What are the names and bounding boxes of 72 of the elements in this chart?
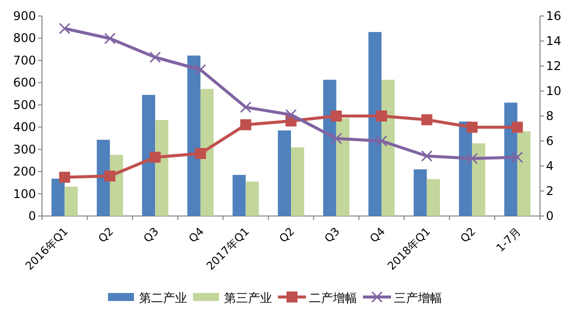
legend-label: 第三产业 (224, 291, 272, 305)
bar (504, 102, 518, 216)
y-tick-label: 400 (13, 120, 36, 134)
y2-tick-label: 0 (546, 209, 554, 223)
bar (187, 56, 200, 216)
y2-tick-label: 14 (546, 34, 562, 48)
y-tick-label: 300 (13, 142, 36, 156)
x-tick-label: Q2 (96, 224, 116, 246)
y2-tick-label: 8 (546, 109, 554, 123)
bar (291, 147, 304, 216)
legend-label: 二产增幅 (309, 291, 357, 305)
point (149, 52, 161, 63)
point (59, 172, 70, 183)
bar (64, 186, 78, 216)
x-tick-label: Q4 (186, 224, 207, 246)
bar (52, 178, 65, 216)
bar (382, 80, 395, 216)
bar (96, 140, 110, 216)
point (194, 148, 206, 159)
point (240, 119, 252, 130)
bar (323, 80, 336, 216)
point (421, 114, 432, 126)
point (466, 152, 478, 164)
bar (278, 130, 291, 216)
bar (155, 120, 168, 216)
y2-tick-label: 2 (546, 184, 554, 198)
bar (414, 169, 427, 216)
legend-label: 第二产业 (139, 291, 187, 305)
bar (368, 32, 382, 216)
x-tick-label: Q2 (458, 224, 478, 246)
point (285, 109, 297, 120)
y-tick-label: 100 (13, 186, 36, 201)
bar (200, 88, 214, 216)
point (376, 135, 388, 147)
x-tick-label: Q4 (367, 224, 388, 246)
point (58, 22, 70, 34)
point (104, 170, 116, 182)
point (330, 132, 342, 144)
point (240, 102, 252, 113)
point (330, 110, 342, 122)
y-tick-label: 0 (28, 209, 36, 223)
point (512, 152, 524, 163)
point (466, 122, 478, 133)
bar (142, 94, 156, 216)
y-tick-label: 500 (13, 98, 36, 112)
point (421, 150, 433, 162)
x-tick-label: Q2 (276, 224, 298, 246)
y2-tick-label: 6 (546, 134, 554, 148)
point (194, 64, 206, 76)
x-tick-label: Q3 (141, 224, 162, 246)
point (512, 122, 523, 133)
y-tick-label: 700 (13, 53, 36, 68)
y2-tick-label: 10 (546, 84, 562, 98)
bar (232, 174, 246, 216)
legend-label: 三产增幅 (394, 291, 442, 305)
bar (472, 143, 486, 216)
bar (336, 118, 350, 216)
y2-tick-label: 16 (546, 9, 562, 23)
y2-tick-label: 12 (546, 59, 562, 73)
y-tick-label: 600 (13, 76, 36, 90)
point (104, 32, 116, 44)
bar (426, 179, 440, 216)
bar (517, 131, 530, 216)
y-tick-label: 900 (13, 9, 36, 23)
x-tick-label: Q3 (322, 224, 342, 246)
point (150, 152, 161, 163)
y-tick-label: 200 (13, 164, 36, 179)
x-tick-label: 1-7月 (494, 224, 524, 255)
point (376, 110, 388, 122)
y2-tick-label: 4 (546, 159, 554, 173)
y-tick-label: 800 (13, 31, 36, 46)
bar (246, 182, 259, 216)
